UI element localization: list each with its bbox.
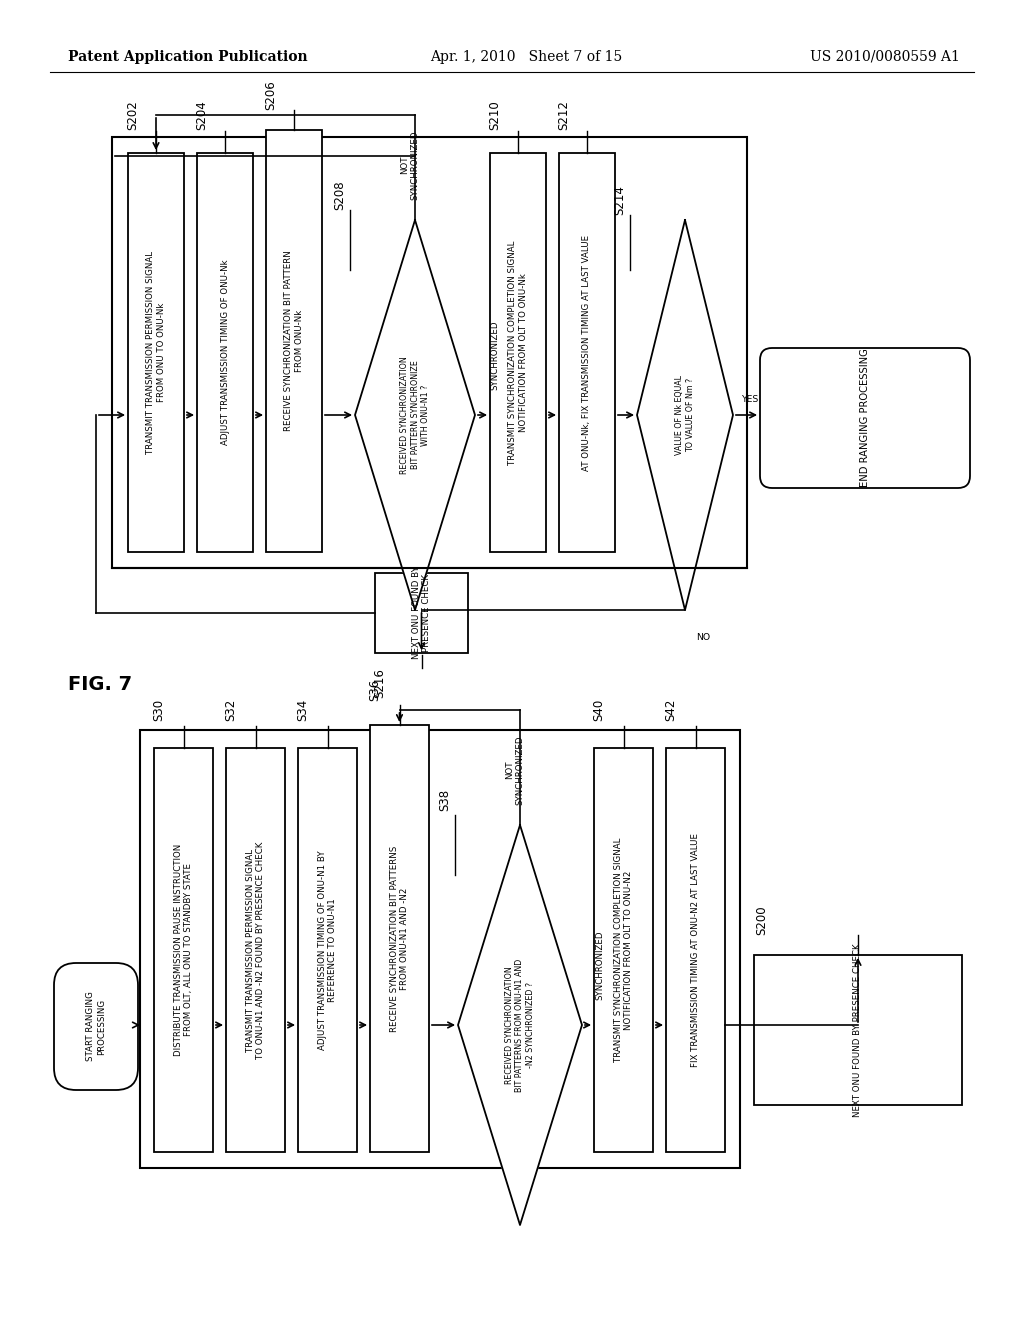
Text: S32: S32 <box>224 698 238 721</box>
Bar <box>666 748 725 1152</box>
Text: TRANSMIT TRANSMISSION PERMISSION SIGNAL
TO ONU-N1 AND -N2 FOUND BY PRESENCE CHEC: TRANSMIT TRANSMISSION PERMISSION SIGNAL … <box>246 841 265 1059</box>
Text: NEXT ONU FOUND BY PRESENCE CHECK: NEXT ONU FOUND BY PRESENCE CHECK <box>853 944 862 1117</box>
Polygon shape <box>355 220 475 610</box>
Text: SYNCHRONIZED: SYNCHRONIZED <box>490 321 500 389</box>
Text: FIG. 7: FIG. 7 <box>68 676 132 694</box>
Bar <box>370 725 429 1152</box>
Text: NOT
SYNCHRONIZED: NOT SYNCHRONIZED <box>400 131 420 199</box>
Bar <box>140 730 740 1168</box>
Text: S204: S204 <box>196 100 209 129</box>
Text: YES: YES <box>741 396 759 404</box>
Bar <box>266 129 322 552</box>
Text: NEXT ONU FOUND BY
PRESENCE CHECK: NEXT ONU FOUND BY PRESENCE CHECK <box>412 566 431 660</box>
Text: FIX TRANSMISSION TIMING AT ONU-N2 AT LAST VALUE: FIX TRANSMISSION TIMING AT ONU-N2 AT LAS… <box>691 833 700 1067</box>
Polygon shape <box>458 825 582 1225</box>
Text: RECEIVED SYNCHRONIZATION
BIT PATTERNS FROM ONU-N1 AND
-N2 SYNCHRONIZED ?: RECEIVED SYNCHRONIZATION BIT PATTERNS FR… <box>505 958 535 1092</box>
Bar <box>112 137 746 568</box>
Bar <box>594 748 653 1152</box>
Text: S214: S214 <box>613 185 627 215</box>
Text: Apr. 1, 2010   Sheet 7 of 15: Apr. 1, 2010 Sheet 7 of 15 <box>430 50 623 63</box>
Text: ADJUST TRANSMISSION TIMING OF ONU-N1 BY
REFERENCE TO ONU-N1: ADJUST TRANSMISSION TIMING OF ONU-N1 BY … <box>317 850 337 1049</box>
Text: RECEIVE SYNCHRONIZATION BIT PATTERNS
FROM ONU-N1 AND -N2: RECEIVE SYNCHRONIZATION BIT PATTERNS FRO… <box>390 845 410 1032</box>
Bar <box>128 153 184 552</box>
Polygon shape <box>637 220 733 610</box>
Bar <box>226 748 285 1152</box>
Text: S202: S202 <box>127 100 139 129</box>
Text: TRANSMIT SYNCHRONIZATION COMPLETION SIGNAL
NOTIFICATION FROM OLT TO ONU-N2: TRANSMIT SYNCHRONIZATION COMPLETION SIGN… <box>613 838 633 1063</box>
Text: ADJUST TRANSMISSION TIMING OF ONU-Nk: ADJUST TRANSMISSION TIMING OF ONU-Nk <box>220 260 229 445</box>
Text: S200: S200 <box>756 906 768 935</box>
Text: S36: S36 <box>369 678 382 701</box>
Bar <box>298 748 357 1152</box>
Text: SYNCHRONIZED: SYNCHRONIZED <box>596 931 604 999</box>
Text: S40: S40 <box>593 698 605 721</box>
Text: DISTRIBUTE TRANSMISSION PAUSE INSTRUCTION
FROM OLT, ALL ONU TO STANDBY STATE: DISTRIBUTE TRANSMISSION PAUSE INSTRUCTIO… <box>174 843 194 1056</box>
Text: S30: S30 <box>153 698 166 721</box>
Text: RECEIVED SYNCHRONIZATION
BIT PATTERN SYNCHRONIZE
WITH ONU-N1 ?: RECEIVED SYNCHRONIZATION BIT PATTERN SYN… <box>400 356 430 474</box>
FancyBboxPatch shape <box>760 348 970 488</box>
Text: US 2010/0080559 A1: US 2010/0080559 A1 <box>810 50 961 63</box>
FancyBboxPatch shape <box>54 964 138 1090</box>
Text: S42: S42 <box>665 698 678 721</box>
Text: TRANSMIT SYNCHRONIZATION COMPLETION SIGNAL
NOTIFICATION FROM OLT TO ONU-Nk: TRANSMIT SYNCHRONIZATION COMPLETION SIGN… <box>508 240 527 465</box>
Bar <box>754 954 962 1105</box>
Bar <box>559 153 615 552</box>
Text: S34: S34 <box>297 698 309 721</box>
Bar <box>490 153 546 552</box>
Text: S212: S212 <box>557 100 570 129</box>
Text: Patent Application Publication: Patent Application Publication <box>68 50 307 63</box>
Bar <box>375 573 468 653</box>
Bar <box>197 153 253 552</box>
Text: S206: S206 <box>264 81 278 110</box>
Text: S38: S38 <box>438 789 452 810</box>
Text: NOT
SYNCHRONIZED: NOT SYNCHRONIZED <box>505 735 524 805</box>
Text: END RANGING PROCESSING: END RANGING PROCESSING <box>860 348 870 487</box>
Text: S210: S210 <box>488 100 502 129</box>
Text: TRANSMIT TRANSMISSION PERMISSION SIGNAL
FROM ONU TO ONU-Nk: TRANSMIT TRANSMISSION PERMISSION SIGNAL … <box>146 251 166 454</box>
Text: VALUE OF Nk EQUAL
TO VALUE OF Nm ?: VALUE OF Nk EQUAL TO VALUE OF Nm ? <box>675 375 694 455</box>
Text: AT ONU-Nk, FIX TRANSMISSION TIMING AT LAST VALUE: AT ONU-Nk, FIX TRANSMISSION TIMING AT LA… <box>583 235 592 470</box>
Text: NO: NO <box>696 634 710 643</box>
Bar <box>154 748 213 1152</box>
Text: S216: S216 <box>374 668 386 698</box>
Text: S208: S208 <box>334 181 346 210</box>
Text: START RANGING
PROCESSING: START RANGING PROCESSING <box>86 991 105 1061</box>
Text: RECEIVE SYNCHRONIZATION BIT PATTERN
FROM ONU-Nk: RECEIVE SYNCHRONIZATION BIT PATTERN FROM… <box>285 251 304 432</box>
